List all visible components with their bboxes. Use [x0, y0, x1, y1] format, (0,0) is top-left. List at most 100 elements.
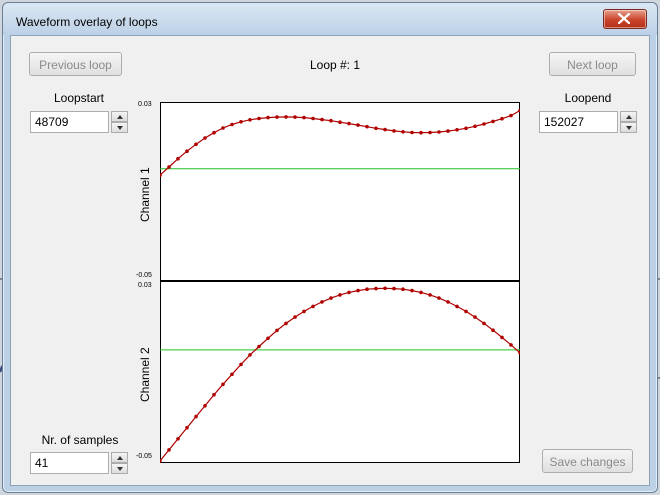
- window-title: Waveform overlay of loops: [16, 15, 158, 29]
- channel-1-sample-point: [293, 115, 297, 119]
- channel-1-ymin-label: -0.05: [136, 272, 152, 279]
- channel-1-sample-point: [392, 129, 396, 133]
- channel-2-sample-point: [428, 293, 432, 297]
- samples-label: Nr. of samples: [41, 433, 119, 447]
- waveform-plot: [160, 102, 520, 463]
- channel-2-sample-point: [284, 321, 288, 326]
- channel-2-sample-point: [509, 343, 513, 347]
- channel-1-sample-point: [365, 124, 369, 129]
- channel-2-sample-point: [338, 293, 342, 297]
- channel-2-sample-point: [500, 335, 504, 340]
- samples-decrement-button[interactable]: [111, 463, 128, 474]
- channel-1-sample-point: [518, 108, 520, 113]
- loopstart-decrement-button[interactable]: [111, 122, 128, 133]
- channel-2-ymax-label: 0.03: [138, 282, 152, 289]
- down-arrow-icon: [117, 467, 123, 471]
- channel-1-sample-point: [473, 124, 477, 129]
- loop-number-label: Loop #: 1: [309, 58, 361, 72]
- channel-2-sample-point: [437, 296, 441, 300]
- loopstart-increment-button[interactable]: [111, 111, 128, 122]
- channel-2-label: Channel 2: [138, 347, 152, 402]
- previous-loop-button[interactable]: Previous loop: [29, 52, 122, 76]
- channel-2-sample-point: [311, 304, 315, 309]
- loopend-input[interactable]: 152027: [539, 111, 618, 133]
- loopstart-label: Loopstart: [53, 91, 105, 105]
- close-icon: [618, 13, 630, 24]
- channel-2-sample-point: [482, 321, 486, 326]
- channel-1-label: Channel 1: [138, 167, 152, 222]
- channel-2-sample-point: [473, 315, 477, 319]
- channel-2-ymin-label: -0.05: [136, 453, 152, 460]
- channel-1-sample-point: [464, 126, 468, 131]
- channel-1-sample-point: [374, 126, 378, 131]
- channel-1-sample-point: [221, 126, 225, 130]
- channel-1-sample-point: [284, 115, 288, 119]
- channel-1-sample-point: [338, 120, 342, 124]
- channel-1-sample-point: [410, 130, 414, 135]
- samples-input[interactable]: 41: [30, 452, 109, 474]
- loopend-decrement-button[interactable]: [620, 122, 637, 133]
- close-button[interactable]: [603, 9, 647, 29]
- channel-1-sample-point: [194, 142, 198, 147]
- channel-2-sample-point: [401, 287, 405, 291]
- channel-1-sample-point: [509, 113, 513, 118]
- channel-1-sample-point: [401, 130, 405, 134]
- channel-2-sample-point: [212, 392, 216, 397]
- channel-2-sample-point: [302, 309, 306, 314]
- channel-1-sample-point: [347, 121, 351, 126]
- samples-increment-button[interactable]: [111, 452, 128, 463]
- down-arrow-icon: [117, 126, 123, 130]
- channel-1-sample-point: [230, 122, 234, 127]
- channel-2-sample-point: [383, 286, 387, 291]
- waveform-chart: [160, 108, 520, 463]
- channel-2-sample-point: [320, 300, 324, 304]
- channel-2-sample-point: [167, 448, 171, 452]
- dialog-client-area: Previous loop Loop #: 1 Next loop Loopst…: [10, 35, 650, 486]
- channel-1-sample-point: [266, 115, 270, 120]
- channel-1-sample-point: [302, 115, 306, 120]
- channel-1-sample-point: [311, 116, 315, 121]
- channel-1-sample-point: [419, 130, 423, 135]
- channel-2-sample-point: [464, 309, 468, 314]
- channel-2-sample-point: [194, 414, 198, 419]
- channel-2-sample-point: [221, 382, 225, 387]
- channel-1-sample-point: [428, 130, 432, 135]
- channel-1-sample-point: [167, 165, 171, 169]
- channel-2-sample-point: [356, 288, 360, 293]
- channel-2-sample-point: [329, 296, 333, 300]
- channel-1-sample-point: [239, 120, 243, 124]
- next-loop-button[interactable]: Next loop: [549, 52, 636, 76]
- channel-2-sample-point: [365, 287, 369, 291]
- channel-1-ymax-label: 0.03: [138, 101, 152, 108]
- loopend-increment-button[interactable]: [620, 111, 637, 122]
- channel-2-sample-point: [410, 288, 414, 293]
- loopstart-spinner: 48709: [30, 111, 128, 133]
- title-bar[interactable]: Waveform overlay of loops: [3, 3, 657, 35]
- save-changes-button[interactable]: Save changes: [542, 449, 633, 473]
- loopend-spinner: 152027: [539, 111, 637, 133]
- channel-2-sample-point: [248, 353, 252, 357]
- channel-divider: [160, 280, 520, 282]
- loopend-label: Loopend: [564, 91, 612, 105]
- channel-2-sample-point: [266, 336, 270, 341]
- channel-1-sample-point: [185, 149, 189, 153]
- loopstart-input[interactable]: 48709: [30, 111, 109, 133]
- channel-1-waveform-line: [160, 109, 520, 176]
- channel-1-sample-point: [160, 173, 162, 177]
- channel-2-sample-point: [293, 315, 297, 319]
- channel-2-sample-point: [230, 372, 234, 377]
- channel-1-sample-point: [383, 127, 387, 132]
- channel-2-sample-point: [176, 437, 180, 441]
- channel-1-sample-point: [275, 115, 279, 119]
- channel-2-sample-point: [392, 286, 396, 291]
- channel-2-sample-point: [257, 344, 261, 349]
- channel-2-sample-point: [455, 304, 459, 309]
- channel-1-sample-point: [446, 129, 450, 133]
- channel-2-sample-point: [203, 404, 207, 408]
- channel-2-sample-point: [160, 459, 162, 463]
- up-arrow-icon: [626, 115, 632, 119]
- channel-1-sample-point: [500, 116, 504, 121]
- channel-1-sample-point: [176, 156, 180, 161]
- channel-1-sample-point: [248, 118, 252, 122]
